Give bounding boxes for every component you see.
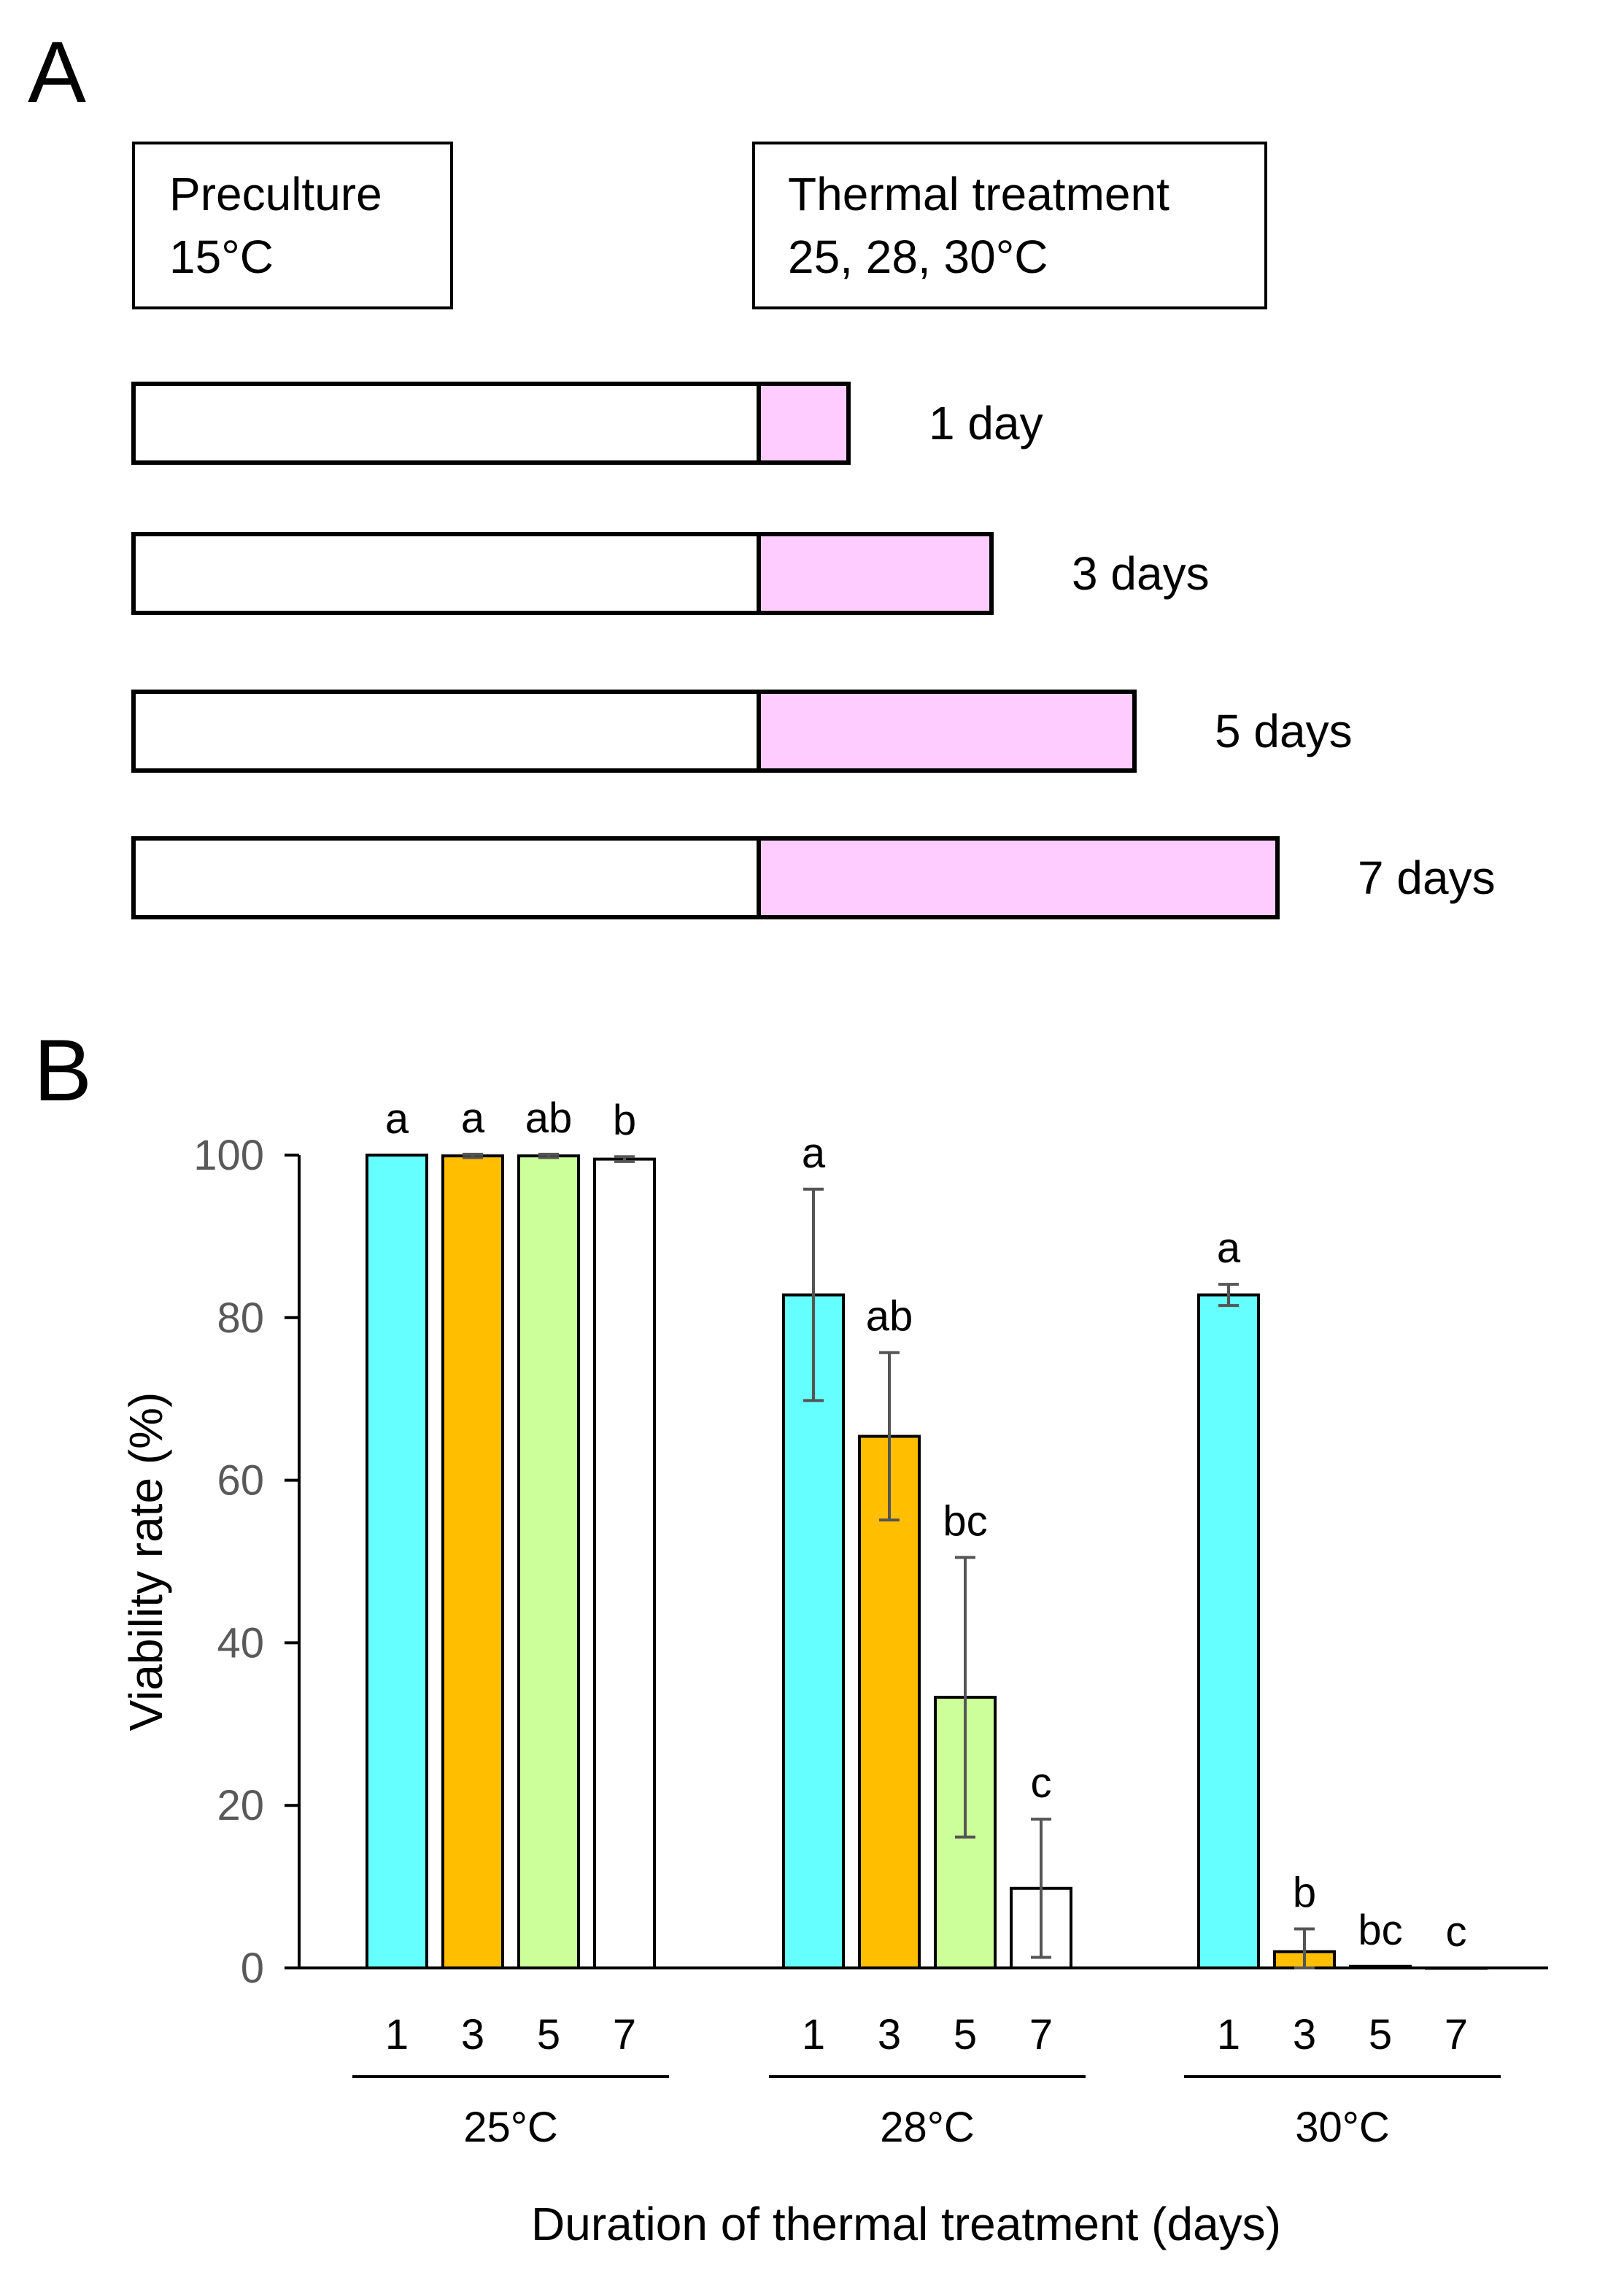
y-tick-label-100: 100 [193,1132,264,1179]
significance-letter-group1-day1: a [385,1095,409,1143]
group-label-2: 28°C [880,2104,975,2151]
timeline-1-thermal-segment [757,382,851,465]
significance-letter-group3-day5: bc [1358,1907,1402,1954]
group-label-1: 25°C [463,2104,558,2151]
timeline-1-label: 1 day [929,397,1043,449]
x-tick-label-group2-day5: 5 [954,2011,977,2058]
timeline-7-preculture-segment [131,836,761,919]
significance-letter-group3-day3: b [1293,1869,1316,1917]
x-tick-label-group2-day3: 3 [878,2011,901,2058]
timeline-3-thermal-segment [757,532,994,615]
preculture-temp: 15°C [169,231,274,283]
preculture-box [132,142,453,309]
panel-a: A Preculture 15°C Thermal treatment 25, … [28,23,1496,919]
timeline-1-preculture-segment [131,382,761,465]
group-2: a 1 ab 3 bc 5 c 7 28°C [769,1130,1086,2151]
significance-letter-group2-day5: bc [943,1497,987,1545]
significance-letter-group1-day5: ab [525,1095,573,1142]
x-tick-label-group3-day1: 1 [1217,2011,1240,2058]
bar-group1-day7 [593,1157,656,1969]
thermal-treatment-temps: 25, 28, 30°C [788,231,1048,283]
timeline-3-label: 3 days [1072,547,1210,600]
bar-group1-day5 [517,1154,580,1969]
x-axis-title: Duration of thermal treatment (days) [531,2198,1281,2250]
timeline-5-label: 5 days [1215,705,1353,757]
group-3: a 1 b 3 bc 5 c 7 30°C [1184,1224,1501,2151]
significance-letter-group1-day3: a [461,1095,485,1142]
group-label-3: 30°C [1295,2104,1390,2151]
timeline-5-thermal-segment [757,690,1137,773]
significance-letter-group3-day1: a [1217,1224,1241,1272]
x-tick-label-group3-day5: 5 [1369,2011,1392,2058]
bar-group3-day7 [1425,1966,1488,1970]
bar-group3-day1 [1197,1293,1260,1970]
x-tick-label-group1-day1: 1 [385,2011,409,2058]
bar-group1-day3 [441,1154,504,1969]
bar-group1-day1 [366,1154,428,1969]
timeline-group: 1 day 3 days 5 days 7 days [131,382,1496,919]
significance-letter-group2-day7: c [1031,1759,1052,1807]
significance-letter-group1-day7: b [613,1097,636,1144]
thermal-treatment-box [752,142,1267,309]
group-1: a 1 a 3 ab 5 b 7 25°C [352,1095,669,2151]
y-tick-label-80: 80 [217,1294,264,1342]
timeline-5-preculture-segment [131,690,761,773]
y-axis-title: Viability rate (%) [120,1392,172,1732]
significance-letter-group3-day7: c [1446,1908,1467,1956]
timeline-7-label: 7 days [1358,852,1496,904]
x-tick-label-group1-day3: 3 [461,2011,484,2058]
x-tick-label-group3-day7: 7 [1445,2011,1468,2058]
thermal-treatment-title: Thermal treatment [788,168,1169,220]
y-tick-label-60: 60 [217,1457,264,1505]
timeline-3-preculture-segment [131,532,761,615]
bar-group3-day5 [1349,1964,1412,1969]
significance-letter-group2-day1: a [802,1130,826,1177]
y-tick-label-20: 20 [217,1782,264,1829]
panel-b-label: B [34,1022,92,1119]
preculture-title: Preculture [169,168,382,220]
x-tick-label-group3-day3: 3 [1293,2011,1316,2058]
x-tick-label-group2-day7: 7 [1029,2011,1053,2058]
y-tick-label-0: 0 [241,1945,264,1992]
y-tick-label-40: 40 [217,1619,264,1667]
x-tick-label-group1-day5: 5 [537,2011,560,2058]
x-tick-label-group2-day1: 1 [802,2011,825,2058]
significance-letter-group2-day3: ab [866,1293,913,1340]
panel-a-label: A [28,23,86,121]
timeline-7-thermal-segment [757,836,1280,919]
x-tick-label-group1-day7: 7 [613,2011,636,2058]
